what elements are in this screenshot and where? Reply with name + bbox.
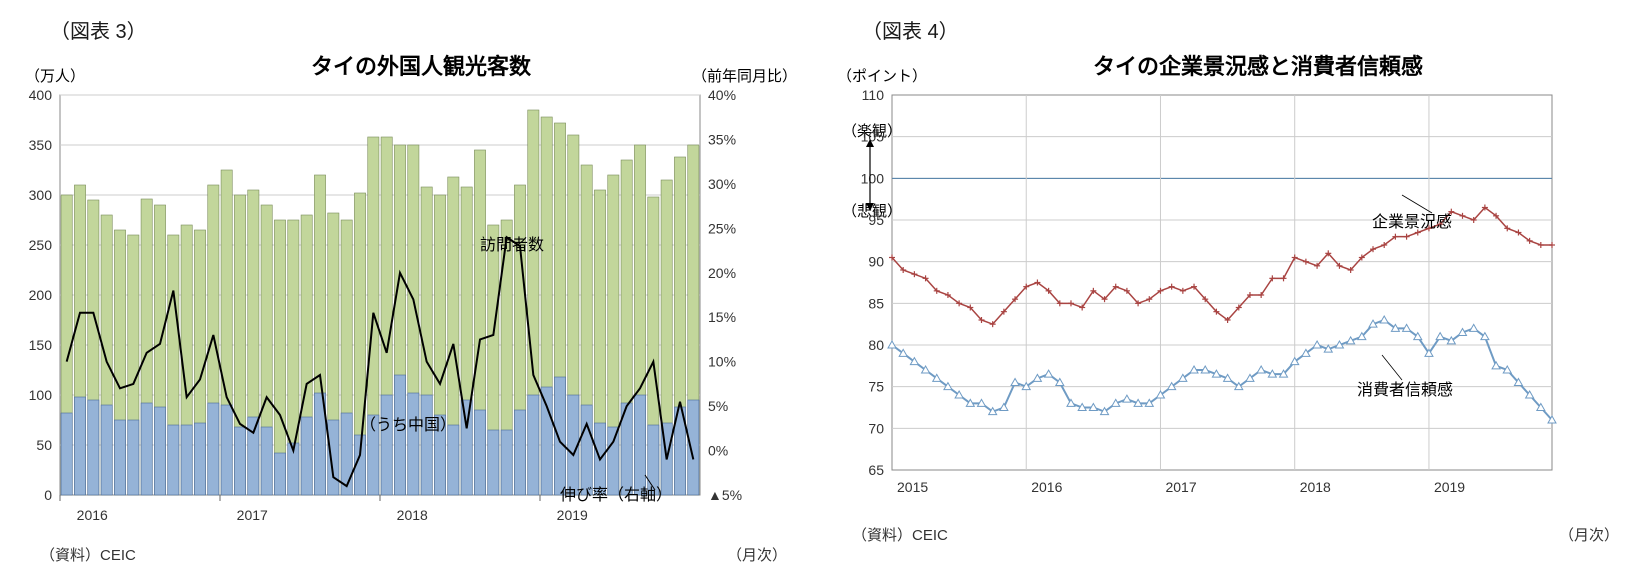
svg-text:2017: 2017 (1165, 479, 1196, 495)
svg-text:200: 200 (29, 287, 53, 303)
svg-text:250: 250 (29, 237, 53, 253)
svg-text:80: 80 (868, 337, 884, 353)
svg-text:85: 85 (868, 295, 884, 311)
chart3-x-period: （月次） (727, 544, 787, 565)
chart4-x-period: （月次） (1559, 524, 1619, 545)
svg-text:35%: 35% (708, 131, 736, 147)
svg-text:50: 50 (36, 437, 52, 453)
svg-text:▲5%: ▲5% (708, 487, 742, 503)
chart4-source: （資料）CEIC (852, 524, 948, 545)
svg-text:5%: 5% (708, 398, 728, 414)
svg-text:（うち中国）: （うち中国） (360, 416, 456, 434)
svg-text:2019: 2019 (557, 507, 588, 523)
svg-text:2016: 2016 (77, 507, 108, 523)
chart4-plot: 65 70 75 80 85 90 95 100 105 110 2015 2016 2017 2018 2… (812, 0, 1644, 560)
svg-text:105: 105 (861, 129, 885, 145)
svg-text:10%: 10% (708, 354, 736, 370)
chart3-panel: （図表 3） タイの外国人観光客数 （万人） （前年同月比） 050100150… (0, 0, 812, 575)
svg-text:100: 100 (861, 170, 885, 186)
svg-text:25%: 25% (708, 220, 736, 236)
svg-text:0%: 0% (708, 443, 728, 459)
svg-text:2018: 2018 (1300, 479, 1331, 495)
svg-text:20%: 20% (708, 265, 736, 281)
svg-text:2016: 2016 (1031, 479, 1062, 495)
svg-text:70: 70 (868, 420, 884, 436)
svg-text:15%: 15% (708, 309, 736, 325)
svg-text:訪問者数: 訪問者数 (480, 236, 544, 254)
svg-text:伸び率（右軸）: 伸び率（右軸） (560, 486, 672, 504)
svg-text:110: 110 (862, 87, 885, 103)
svg-text:150: 150 (29, 337, 53, 353)
chart3-plot: 0 50 100 150 200 250 300 350 400 ▲5% 0% 5% 10% 15% 20%… (0, 0, 812, 560)
svg-text:2017: 2017 (237, 507, 268, 523)
svg-text:350: 350 (29, 137, 53, 153)
svg-text:2015: 2015 (897, 479, 928, 495)
chart3-source: （資料）CEIC (40, 544, 136, 565)
svg-text:75: 75 (868, 379, 884, 395)
svg-text:2019: 2019 (1434, 479, 1465, 495)
svg-text:95: 95 (868, 212, 884, 228)
svg-text:100: 100 (29, 387, 53, 403)
svg-text:65: 65 (868, 462, 884, 478)
svg-text:0: 0 (44, 487, 52, 503)
chart4-panel: （図表 4） タイの企業景況感と消費者信頼感 （ポイント） （楽観） （悲観） … (812, 0, 1644, 575)
svg-text:消費者信頼感: 消費者信頼感 (1357, 381, 1453, 399)
svg-text:30%: 30% (708, 176, 736, 192)
svg-text:企業景況感: 企業景況感 (1372, 213, 1452, 231)
svg-text:400: 400 (29, 87, 53, 103)
svg-text:40%: 40% (708, 87, 736, 103)
svg-text:300: 300 (29, 187, 53, 203)
svg-text:90: 90 (868, 254, 884, 270)
svg-text:2018: 2018 (397, 507, 428, 523)
